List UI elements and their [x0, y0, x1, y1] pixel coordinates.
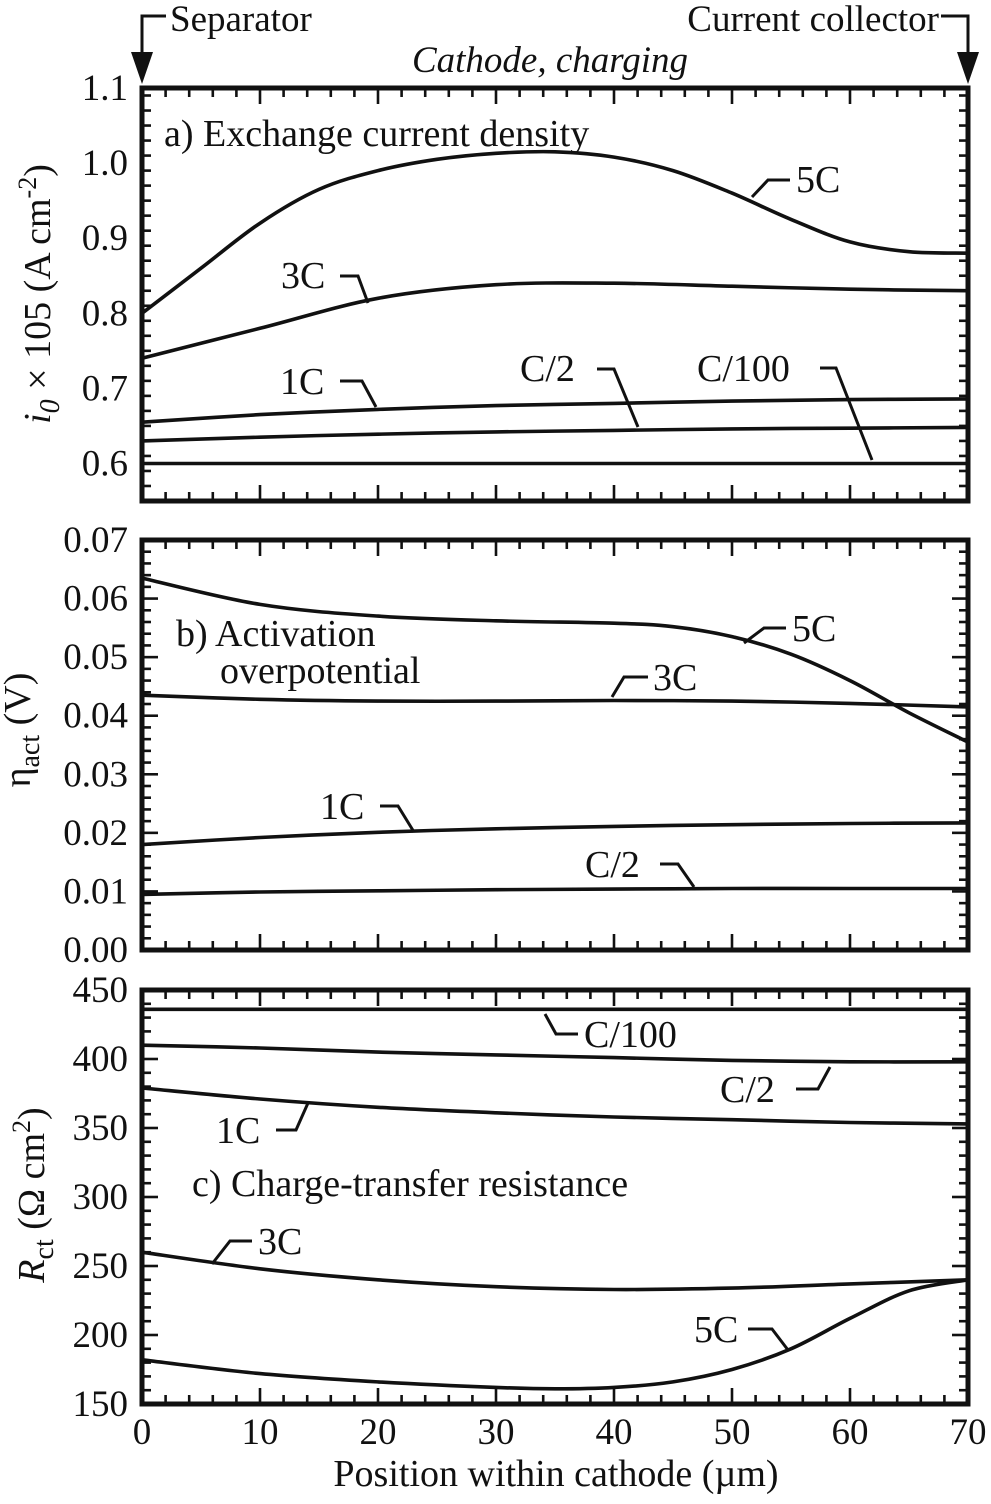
- panel-a-curve-1C: [141, 397, 969, 424]
- panel-a-label-3C: 3C: [281, 255, 325, 297]
- panel-b-leader-5C: [743, 626, 786, 645]
- panel-b-label-5C: 5C: [792, 608, 836, 650]
- x-tick-label: 20: [360, 1412, 397, 1453]
- panel-exchange-current-density: a) Exchange current density i0 × 105 (A …: [13, 68, 971, 504]
- panel-a-leader-C2: [597, 367, 640, 428]
- panel-c-curves: [141, 1007, 969, 1391]
- panel-b-leader-1C: [380, 804, 416, 833]
- panel-a-curve-C-2: [141, 425, 969, 443]
- panel-a-y-tick-label: 0.9: [82, 218, 128, 259]
- panel-a-y-tick-label: 0.7: [82, 368, 128, 409]
- panel-c-y-tick-label: 400: [73, 1039, 129, 1080]
- panel-c-leader-1C: [276, 1102, 310, 1132]
- panel-a-leader-C100: [820, 366, 874, 461]
- panel-c-leader-5C: [748, 1327, 790, 1351]
- panel-a-y-tick-label: 0.8: [82, 293, 128, 334]
- current-collector-arrow-line: [941, 14, 970, 56]
- panel-b-curve-1C: [141, 821, 969, 847]
- panel-c-y-tick-label: 200: [73, 1315, 129, 1356]
- panel-a-y-tick-label: 0.6: [82, 443, 128, 484]
- x-tick-label: 30: [478, 1412, 515, 1453]
- x-tick-label: 50: [714, 1412, 751, 1453]
- panel-c-y-tick-label: 350: [73, 1108, 129, 1149]
- panel-a-label-5C: 5C: [796, 159, 840, 201]
- panel-a-curve-5C: [140, 149, 969, 315]
- x-tick-label: 40: [596, 1412, 633, 1453]
- panel-c-frame: [139, 987, 971, 1407]
- figure-subtitle: Cathode, charging: [412, 40, 688, 81]
- panel-a-curves: [140, 149, 969, 466]
- panel-c-curve-1C: [141, 1086, 969, 1126]
- panel-b-label-line2: overpotential: [220, 650, 420, 692]
- panel-activation-overpotential: b) Activation overpotential ηact (V) 5C …: [0, 520, 971, 971]
- panel-a-label: a) Exchange current density: [164, 113, 589, 155]
- panel-b-label-1C: 1C: [320, 786, 364, 828]
- separator-arrow-head: [131, 52, 153, 84]
- panel-b-curve-3C: [141, 693, 969, 709]
- panel-a-y-axis-title: i0 × 105 (A cm-2): [13, 164, 66, 424]
- panel-c-y-tick-label: 150: [73, 1384, 129, 1425]
- panel-b-curves: [141, 576, 969, 897]
- panel-a-label-1C: 1C: [280, 361, 324, 403]
- panel-a-y-tick-label: 1.1: [82, 68, 128, 109]
- panel-a-curve-3C: [141, 281, 969, 361]
- panel-a-leader-5C: [750, 178, 790, 199]
- x-axis-title: Position within cathode (µm): [333, 1453, 778, 1495]
- panel-a-frame: [139, 85, 971, 504]
- panel-a-leader-1C: [340, 379, 378, 408]
- panel-c-label-C100: C/100: [584, 1014, 677, 1056]
- panel-a-label-C2: C/2: [520, 348, 575, 390]
- panel-c-y-tick-label: 250: [73, 1246, 129, 1287]
- panel-a-label-C100: C/100: [697, 348, 790, 390]
- panel-b-label-3C: 3C: [653, 657, 697, 699]
- panel-b-label-line1: b) Activation: [176, 613, 375, 655]
- panel-b-y-tick-label: 0.05: [63, 637, 128, 678]
- panel-b-y-tick-label: 0.06: [63, 579, 128, 620]
- separator-label: Separator: [170, 0, 312, 40]
- panel-b-y-tick-label: 0.03: [63, 754, 128, 795]
- x-tick-label: 70: [950, 1412, 987, 1453]
- separator-arrow-line: [140, 14, 166, 56]
- x-tick-label: 60: [832, 1412, 869, 1453]
- panel-c-curve-5C: [141, 1278, 969, 1391]
- panel-b-frame: [139, 537, 971, 953]
- panel-c-label-C2: C/2: [720, 1069, 775, 1111]
- panel-b-y-tick-label: 0.02: [63, 813, 128, 854]
- panel-b-leader-C2: [660, 862, 696, 888]
- panel-b-leader-3C: [610, 675, 648, 698]
- panel-b-curve-C-2: [141, 886, 968, 897]
- panel-b-y-tick-label: 0.00: [63, 930, 128, 971]
- panel-b-curve-5C: [141, 576, 969, 744]
- panel-b-y-tick-label: 0.01: [63, 871, 128, 912]
- panel-a-y-tick-label: 1.0: [82, 143, 128, 184]
- panel-c-y-tick-label: 300: [73, 1177, 129, 1218]
- panel-b-label-C2: C/2: [585, 844, 640, 886]
- panel-c-label: c) Charge-transfer resistance: [192, 1163, 628, 1205]
- panel-b-y-tick-label: 0.04: [63, 696, 128, 737]
- panel-c-label-1C: 1C: [216, 1110, 260, 1152]
- panel-b-y-tick-label: 0.07: [63, 520, 128, 561]
- figure-header: Separator Current collector Cathode, cha…: [131, 0, 979, 84]
- current-collector-label: Current collector: [687, 0, 939, 40]
- panel-c-curve-3C: [141, 1250, 969, 1292]
- panel-c-leader-C100: [543, 1013, 578, 1036]
- panel-c-curve-C-2: [141, 1043, 969, 1064]
- panel-c-leader-C2: [796, 1066, 832, 1091]
- panel-c-label-5C: 5C: [694, 1309, 738, 1351]
- panel-charge-transfer-resistance: c) Charge-transfer resistance Rct (Ω cm2…: [7, 970, 987, 1453]
- x-tick-label: 0: [133, 1412, 152, 1453]
- panel-c-y-axis-title: Rct (Ω cm2): [7, 1107, 60, 1283]
- panel-a-leader-3C: [340, 274, 370, 304]
- x-tick-label: 10: [242, 1412, 279, 1453]
- panel-c-label-3C: 3C: [258, 1221, 302, 1263]
- panel-c-leader-3C: [210, 1239, 252, 1265]
- panel-b-y-axis-title: ηact (V): [0, 673, 46, 788]
- panel-c-y-tick-label: 450: [73, 970, 129, 1011]
- current-collector-arrow-head: [957, 52, 979, 84]
